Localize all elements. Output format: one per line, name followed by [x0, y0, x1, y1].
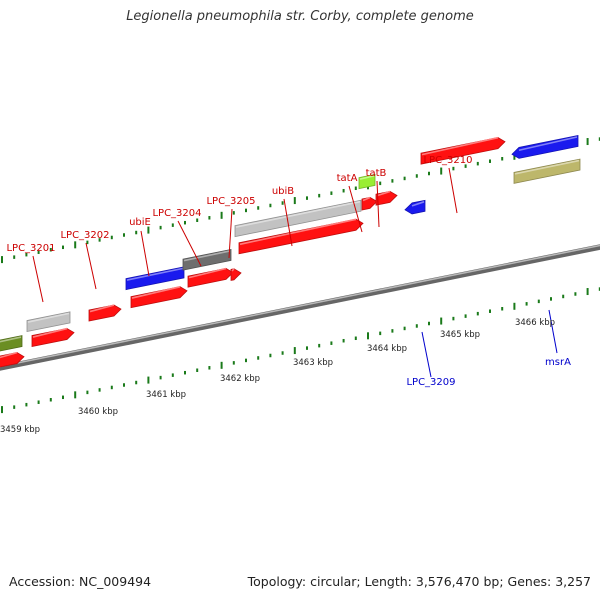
reverse-leader-lpc-3209 [421, 331, 432, 378]
feature-red-highlight [421, 136, 499, 156]
gene-label-lpc-3201[interactable]: LPC_3201 [6, 243, 55, 254]
feature-red-highlight [0, 351, 18, 359]
feature-darkgray[interactable] [182, 248, 232, 271]
gene-label-ubie[interactable]: ubiE [129, 217, 151, 228]
accession-text: Accession: NC_009494 [9, 574, 152, 589]
feature-darkgray-highlight [183, 250, 231, 262]
forward-leader-tatb [376, 180, 380, 228]
scale-label: 3463 kbp [293, 358, 333, 368]
feature-red[interactable] [31, 328, 75, 348]
scale-label: 3462 kbp [220, 374, 260, 384]
feature-olive[interactable] [0, 335, 23, 352]
feature-gray-highlight [27, 312, 70, 323]
gene-label-lpc-3202[interactable]: LPC_3202 [60, 230, 109, 241]
label-leader-lines [32, 167, 558, 378]
forward-leader-ubie [140, 230, 150, 277]
gene-label-tatb[interactable]: tatB [366, 168, 387, 179]
gene-label-ubib[interactable]: ubiB [272, 186, 294, 197]
feature-red-highlight [239, 218, 357, 246]
feature-red[interactable] [187, 268, 234, 288]
feature-blue-highlight [518, 136, 578, 152]
scale-label: 3466 kbp [515, 318, 555, 328]
feature-khaki-highlight [514, 159, 580, 175]
forward-leader-tata [348, 185, 363, 233]
backbone-highlight [0, 244, 600, 368]
feature-red-highlight [32, 327, 68, 338]
feature-red-highlight [362, 196, 371, 202]
feature-red-highlight [188, 267, 227, 279]
feature-khaki[interactable] [513, 158, 581, 184]
reverse-leader-msra [548, 309, 558, 354]
upper-tick-track [1, 137, 600, 264]
gene-label-lpc-3204[interactable]: LPC_3204 [152, 208, 201, 219]
feature-red-highlight [231, 268, 235, 272]
forward-leader-lpc-3210 [448, 167, 458, 214]
feature-red-highlight [89, 304, 115, 313]
feature-gray-highlight [235, 200, 361, 228]
feature-blue-highlight [411, 201, 425, 207]
feature-red-highlight [376, 190, 391, 197]
scale-labels: 3459 kbp 3460 kbp 3461 kbp 3462 kbp 3463 kbp… [0, 318, 555, 435]
gene-label-lpc-3210[interactable]: LPC_3210 [423, 155, 472, 166]
forward-leader-ubib [283, 198, 293, 247]
backbone-line [0, 244, 600, 371]
feature-red-highlight [131, 286, 181, 299]
scale-label: 3461 kbp [146, 390, 186, 400]
feature-olive-highlight [0, 336, 22, 343]
forward-leader-lpc-3201 [32, 255, 44, 303]
gene-label-tata[interactable]: tatA [337, 173, 358, 184]
map-title: Legionella pneumophila str. Corby, compl… [126, 9, 474, 24]
forward-leader-lpc-3204 [177, 220, 202, 267]
scale-label: 3460 kbp [78, 407, 118, 417]
feature-red[interactable] [375, 190, 398, 206]
forward-leader-lpc-3205 [228, 208, 233, 259]
feature-lime-highlight [359, 175, 375, 180]
feature-gray[interactable] [26, 311, 71, 333]
gene-label-lpc-3209[interactable]: LPC_3209 [406, 377, 455, 388]
genome-summary-text: Topology: circular; Length: 3,576,470 bp… [247, 574, 591, 589]
feature-track[interactable] [0, 134, 581, 368]
scale-label: 3464 kbp [367, 344, 407, 354]
gene-label-lpc-3205[interactable]: LPC_3205 [206, 196, 255, 207]
forward-leader-lpc-3202 [85, 242, 97, 290]
feature-blue[interactable] [125, 266, 185, 291]
feature-blue-highlight [126, 267, 184, 281]
genome-backbone [0, 244, 600, 371]
gene-label-msra[interactable]: msrA [545, 357, 571, 368]
scale-label: 3465 kbp [440, 330, 480, 340]
scale-label: 3459 kbp [0, 425, 40, 435]
lower-tick-track [1, 287, 600, 414]
feature-gray[interactable] [234, 199, 362, 238]
